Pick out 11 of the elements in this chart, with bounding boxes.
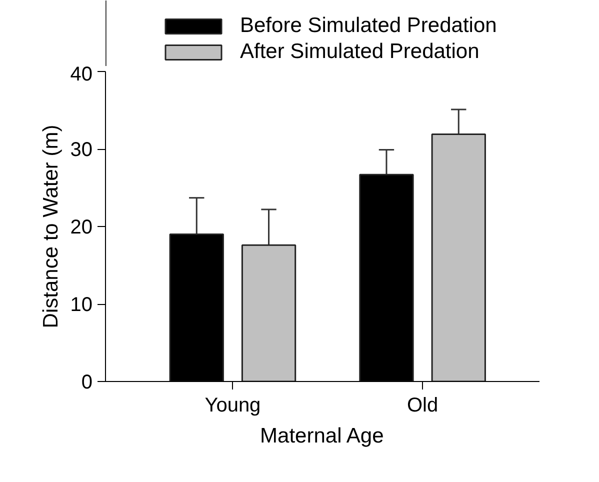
y-tick-label: 20: [70, 216, 93, 238]
y-axis-title: Distance to Water (m): [39, 124, 62, 328]
x-tick-label: Young: [204, 394, 261, 416]
y-tick-label: 40: [70, 64, 93, 86]
y-tick-label: 0: [81, 372, 92, 394]
legend-label: After Simulated Predation: [240, 40, 480, 64]
x-axis-title: Maternal Age: [260, 424, 384, 448]
legend-label: Before Simulated Predation: [240, 14, 497, 38]
x-tick-label: Old: [406, 394, 438, 416]
y-tick-label: 30: [70, 139, 93, 161]
y-tick-label: 10: [70, 294, 93, 316]
